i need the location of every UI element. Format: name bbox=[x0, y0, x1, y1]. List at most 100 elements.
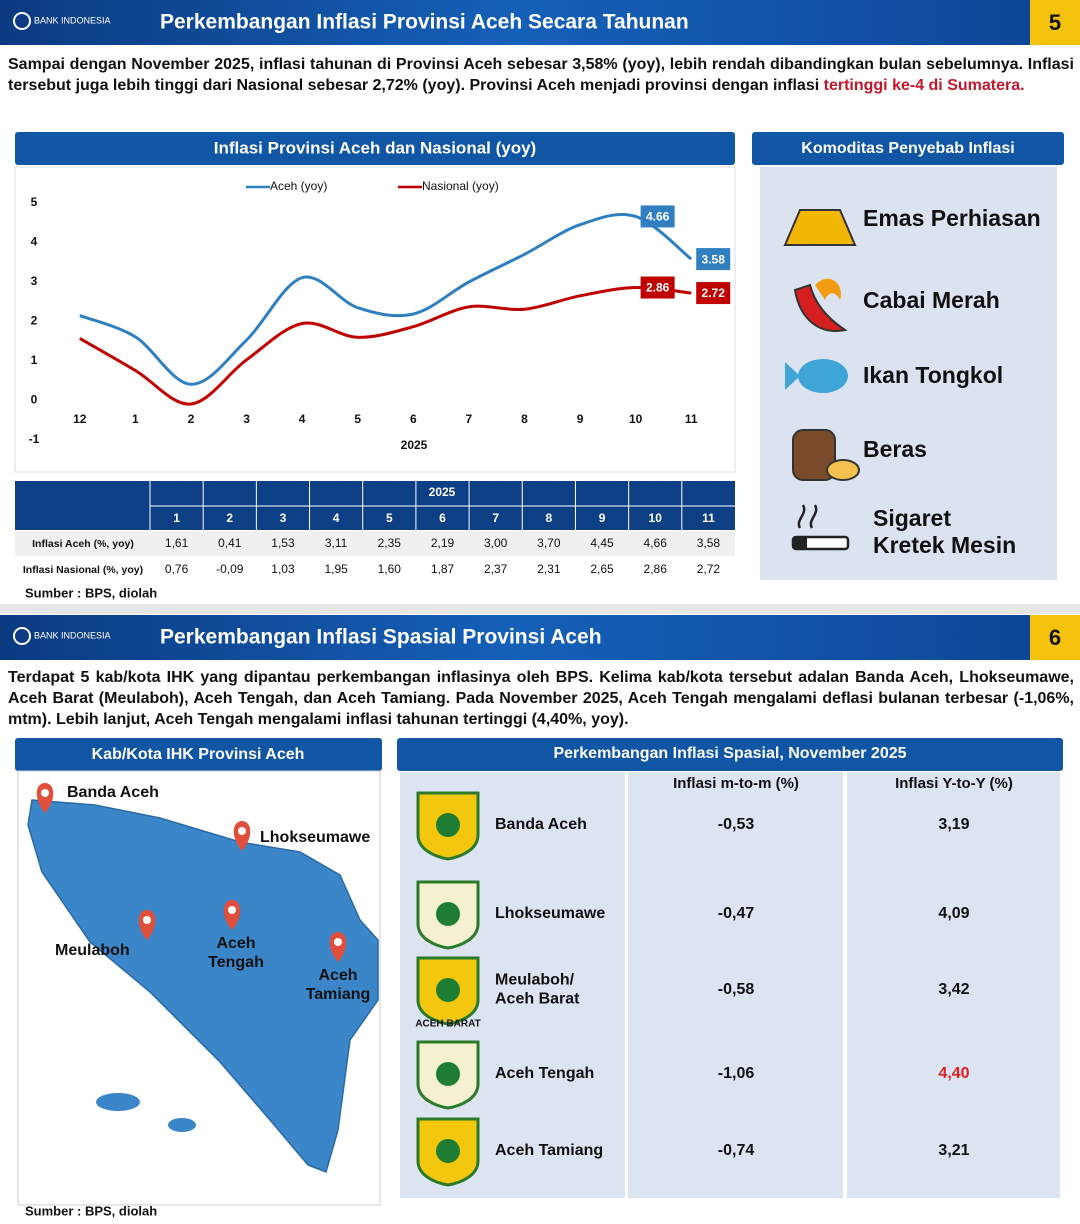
source: Sumber : BPS, diolah bbox=[25, 585, 157, 600]
x-tick-label: 11 bbox=[685, 412, 698, 426]
icon-gold bbox=[783, 209, 857, 246]
column-bg bbox=[628, 772, 843, 1198]
regency-name: Lhokseumawe bbox=[495, 905, 605, 922]
table-column: 8 bbox=[546, 511, 553, 525]
panel-title-bar bbox=[15, 132, 735, 165]
paragraph-text: Terdapat 5 kab/kota IHK yang dipantau pe… bbox=[8, 669, 1074, 728]
table-column: 6 bbox=[439, 511, 446, 525]
table-column: 5 bbox=[386, 511, 393, 525]
source: Sumber : BPS, diolah bbox=[25, 1203, 157, 1218]
map-label: Tengah bbox=[208, 954, 264, 971]
y-tick-label: 5 bbox=[31, 195, 38, 209]
icon-sack bbox=[792, 429, 836, 481]
header-title: Perkembangan Inflasi Spasial Provinsi Ac… bbox=[160, 626, 602, 649]
header-title: Perkembangan Inflasi Provinsi Aceh Secar… bbox=[160, 11, 689, 34]
x-tick-label: 3 bbox=[243, 412, 250, 426]
table-cell: 4,66 bbox=[644, 536, 668, 550]
table-cell: 4,45 bbox=[590, 536, 614, 550]
regency-logo-emblem bbox=[436, 1062, 460, 1086]
panel-title: Kab/Kota IHK Provinsi Aceh bbox=[92, 746, 305, 763]
header-bar bbox=[0, 0, 1030, 45]
table-row bbox=[15, 531, 735, 556]
panel-title-bar bbox=[15, 738, 382, 771]
mtm-value: -0,53 bbox=[718, 816, 755, 833]
logo-mark bbox=[13, 627, 31, 645]
table-cell: 3,58 bbox=[697, 536, 721, 550]
table-cell: 2,35 bbox=[378, 536, 402, 550]
brand: BANK INDONESIA bbox=[34, 630, 111, 640]
map-pin-dot bbox=[143, 916, 151, 924]
icon-smoke bbox=[797, 504, 818, 529]
table-cell: 3,70 bbox=[537, 536, 561, 550]
commodity-name: Beras bbox=[863, 436, 927, 462]
y-tick-label: -1 bbox=[29, 432, 40, 446]
table-cell: 2,72 bbox=[697, 562, 721, 576]
panel-title: Komoditas Penyebab Inflasi bbox=[801, 140, 1014, 157]
x-tick-label: 6 bbox=[410, 412, 417, 426]
divider bbox=[0, 604, 1080, 614]
map-pin bbox=[36, 783, 54, 813]
icon-fish bbox=[798, 359, 848, 393]
y-tick-label: 2 bbox=[31, 314, 38, 328]
regency-name: Meulaboh/ bbox=[495, 972, 575, 989]
table-cell: 3,11 bbox=[325, 536, 348, 550]
table-cell: 2,19 bbox=[431, 536, 455, 550]
yoy-value: 3,19 bbox=[938, 816, 969, 833]
data-label: 3.58 bbox=[702, 252, 726, 266]
data-label-box bbox=[696, 248, 731, 271]
yoy-value: 3,42 bbox=[938, 981, 969, 998]
panel-title: Perkembangan Inflasi Spasial, November 2… bbox=[553, 745, 906, 762]
table-cell: 1,53 bbox=[271, 536, 295, 550]
table-column: 4 bbox=[333, 511, 340, 525]
x-tick-label: 8 bbox=[521, 412, 528, 426]
icon-flame bbox=[815, 278, 841, 300]
table-cell: 1,87 bbox=[431, 562, 455, 576]
icon-bowl bbox=[826, 459, 860, 481]
mtm-value: -0,74 bbox=[718, 1142, 755, 1159]
map-land bbox=[27, 799, 379, 1173]
table-cell: 2,65 bbox=[590, 562, 614, 576]
regency-name: Banda Aceh bbox=[495, 816, 587, 833]
column-header: Inflasi Y-to-Y (%) bbox=[895, 775, 1013, 792]
data-label-box bbox=[640, 276, 675, 299]
row-label: Inflasi Nasional (%, yoy) bbox=[23, 564, 143, 576]
yoy-value: 4,40 bbox=[938, 1065, 969, 1082]
logo-label: ACEH BARAT bbox=[415, 1019, 480, 1030]
legend-label: Nasional (yoy) bbox=[422, 179, 499, 193]
paragraph: Terdapat 5 kab/kota IHK yang dipantau pe… bbox=[8, 667, 1074, 730]
yoy-value: 3,21 bbox=[938, 1142, 969, 1159]
commodity-name: Kretek Mesin bbox=[873, 532, 1016, 558]
table-column: 11 bbox=[702, 511, 715, 525]
x-tick-label: 2 bbox=[188, 412, 195, 426]
table-cell: 0,76 bbox=[165, 562, 189, 576]
map-pin-dot bbox=[334, 938, 342, 946]
row-label: Inflasi Aceh (%, yoy) bbox=[32, 538, 134, 550]
table-cell: 2,31 bbox=[537, 562, 561, 576]
map-label: Tamiang bbox=[306, 986, 371, 1003]
column-bg bbox=[847, 772, 1060, 1198]
chart-area bbox=[14, 166, 736, 473]
regency-logo-emblem bbox=[436, 978, 460, 1002]
mtm-value: -0,58 bbox=[718, 981, 755, 998]
table-cell: 2,37 bbox=[484, 562, 508, 576]
y-tick-label: 0 bbox=[31, 393, 38, 407]
map-pin-dot bbox=[41, 789, 49, 797]
legend-label: Aceh (yoy) bbox=[270, 179, 327, 193]
map-island bbox=[96, 1093, 140, 1111]
map-label: Banda Aceh bbox=[67, 784, 159, 801]
x-tick-label: 1 bbox=[132, 412, 139, 426]
map-label: Aceh bbox=[216, 935, 255, 952]
map-label: Meulaboh bbox=[55, 942, 130, 959]
table-cell: 0,41 bbox=[218, 536, 242, 550]
paragraph: Sampai dengan November 2025, inflasi tah… bbox=[8, 54, 1074, 96]
line-series bbox=[79, 212, 693, 386]
chart-title: Inflasi Provinsi Aceh dan Nasional (yoy) bbox=[214, 138, 536, 157]
map-island bbox=[168, 1118, 196, 1132]
panel-title-bar bbox=[397, 738, 1063, 771]
regency-name: Aceh Tengah bbox=[495, 1065, 594, 1082]
table-column: 7 bbox=[492, 511, 499, 525]
table-cell: 2,86 bbox=[644, 562, 668, 576]
map-label: Lhokseumawe bbox=[260, 829, 370, 846]
table-cell: -0,09 bbox=[216, 562, 244, 576]
